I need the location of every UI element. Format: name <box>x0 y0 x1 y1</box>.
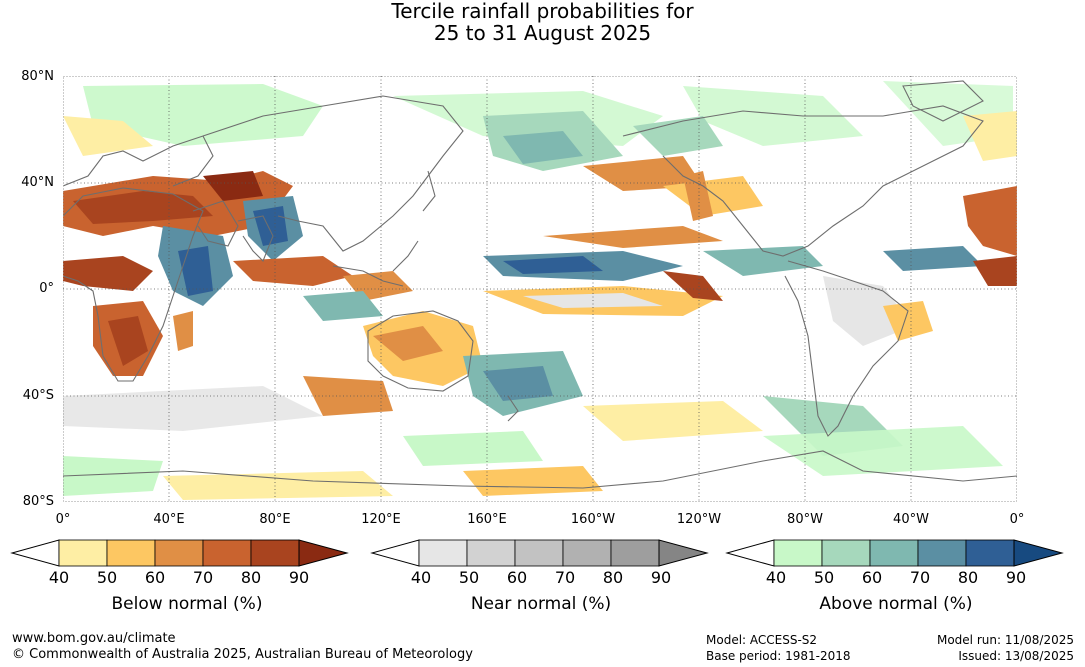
colorbar-high-triangle <box>658 539 709 567</box>
colorbar-segment <box>562 539 612 567</box>
footer-base-period: Base period: 1981-2018 <box>706 649 851 663</box>
colorbar-near-normal <box>370 539 709 567</box>
legend-below-normal: 40 50 60 70 80 90 Below normal (%) <box>10 538 352 618</box>
legend-tick: 40 <box>48 568 70 587</box>
legend-tick: 50 <box>813 568 835 587</box>
legend-tick: 60 <box>506 568 528 587</box>
legend-title-near-normal: Near normal (%) <box>470 594 612 614</box>
legend-tick: 70 <box>909 568 931 587</box>
title-line-2: 25 to 31 August 2025 <box>433 21 652 45</box>
title-line-1: Tercile rainfall probabilities for <box>391 0 694 23</box>
footer-model: Model: ACCESS-S2 <box>706 633 818 647</box>
colorbar-segment <box>610 539 660 567</box>
lat-label-80s: 80°S <box>22 494 54 509</box>
colorbar-segment <box>514 539 564 567</box>
colorbar-segment <box>202 539 252 567</box>
lon-label-160e: 160°E <box>467 512 507 527</box>
map-svg <box>63 76 1017 502</box>
legend-above-normal: 40 50 60 70 80 90 Above normal (%) <box>725 538 1067 618</box>
footer-issued: Issued: 13/08/2025 <box>958 649 1074 663</box>
legend-tick: 80 <box>957 568 979 587</box>
legend-tick: 90 <box>288 568 310 587</box>
probability-map <box>63 76 1017 502</box>
colorbar-segment <box>58 539 108 567</box>
legend-tick: 40 <box>765 568 787 587</box>
lon-label-80e: 80°E <box>259 512 291 527</box>
legend-tick: 60 <box>144 568 166 587</box>
lat-label-40s: 40°S <box>22 388 54 403</box>
colorbar-low-triangle <box>725 539 775 567</box>
legend-tick: 50 <box>96 568 118 587</box>
legend-title-above-normal: Above normal (%) <box>819 594 973 614</box>
lon-label-120w: 120°W <box>676 512 722 527</box>
probability-fields <box>63 76 1017 502</box>
colorbar-high-triangle <box>1013 539 1064 567</box>
colorbar-segment <box>466 539 516 567</box>
map-frame <box>63 76 1017 502</box>
lon-label-0: 0° <box>55 512 71 527</box>
colorbar-segment <box>869 539 919 567</box>
colorbar-segment <box>917 539 967 567</box>
lat-label-80n: 80°N <box>21 69 54 84</box>
legend-tick: 90 <box>1005 568 1027 587</box>
legend-tick: 80 <box>602 568 624 587</box>
colorbar-segment <box>821 539 871 567</box>
lon-label-40e: 40°E <box>153 512 185 527</box>
legend-tick: 40 <box>410 568 432 587</box>
coastlines <box>63 80 1017 489</box>
colorbar-segment <box>106 539 156 567</box>
colorbar-low-triangle <box>370 539 420 567</box>
colorbar-low-triangle <box>10 539 60 567</box>
legend-tick: 50 <box>458 568 480 587</box>
colorbar-segment <box>418 539 468 567</box>
graticule <box>63 76 1017 502</box>
legend-tick: 60 <box>861 568 883 587</box>
colorbar-segment <box>250 539 300 567</box>
lon-label-160w: 160°W <box>570 512 616 527</box>
legend-tick: 70 <box>192 568 214 587</box>
colorbar-segment <box>154 539 204 567</box>
legend-near-normal: 40 50 60 70 80 90 Near normal (%) <box>370 538 712 618</box>
legend-tick: 80 <box>240 568 262 587</box>
footer-copyright: © Commonwealth of Australia 2025, Austra… <box>12 647 473 662</box>
colorbar-segment <box>965 539 1015 567</box>
legend-tick: 90 <box>650 568 672 587</box>
lon-label-40w: 40°W <box>893 512 929 527</box>
colorbar-high-triangle <box>298 539 349 567</box>
lon-label-80w: 80°W <box>787 512 823 527</box>
colorbar-above-normal <box>725 539 1064 567</box>
colorbar-below-normal <box>10 539 349 567</box>
lon-label-120e: 120°E <box>361 512 401 527</box>
chart-title: Tercile rainfall probabilities for 25 to… <box>0 0 1085 44</box>
lat-label-40n: 40°N <box>21 175 54 190</box>
lon-label-0-east: 0° <box>1009 512 1025 527</box>
colorbar-segment <box>773 539 823 567</box>
footer-website: www.bom.gov.au/climate <box>12 631 176 646</box>
footer-model-run: Model run: 11/08/2025 <box>936 633 1074 647</box>
lat-label-equator: 0° <box>39 281 54 296</box>
legend-title-below-normal: Below normal (%) <box>111 594 263 614</box>
legend-tick: 70 <box>554 568 576 587</box>
